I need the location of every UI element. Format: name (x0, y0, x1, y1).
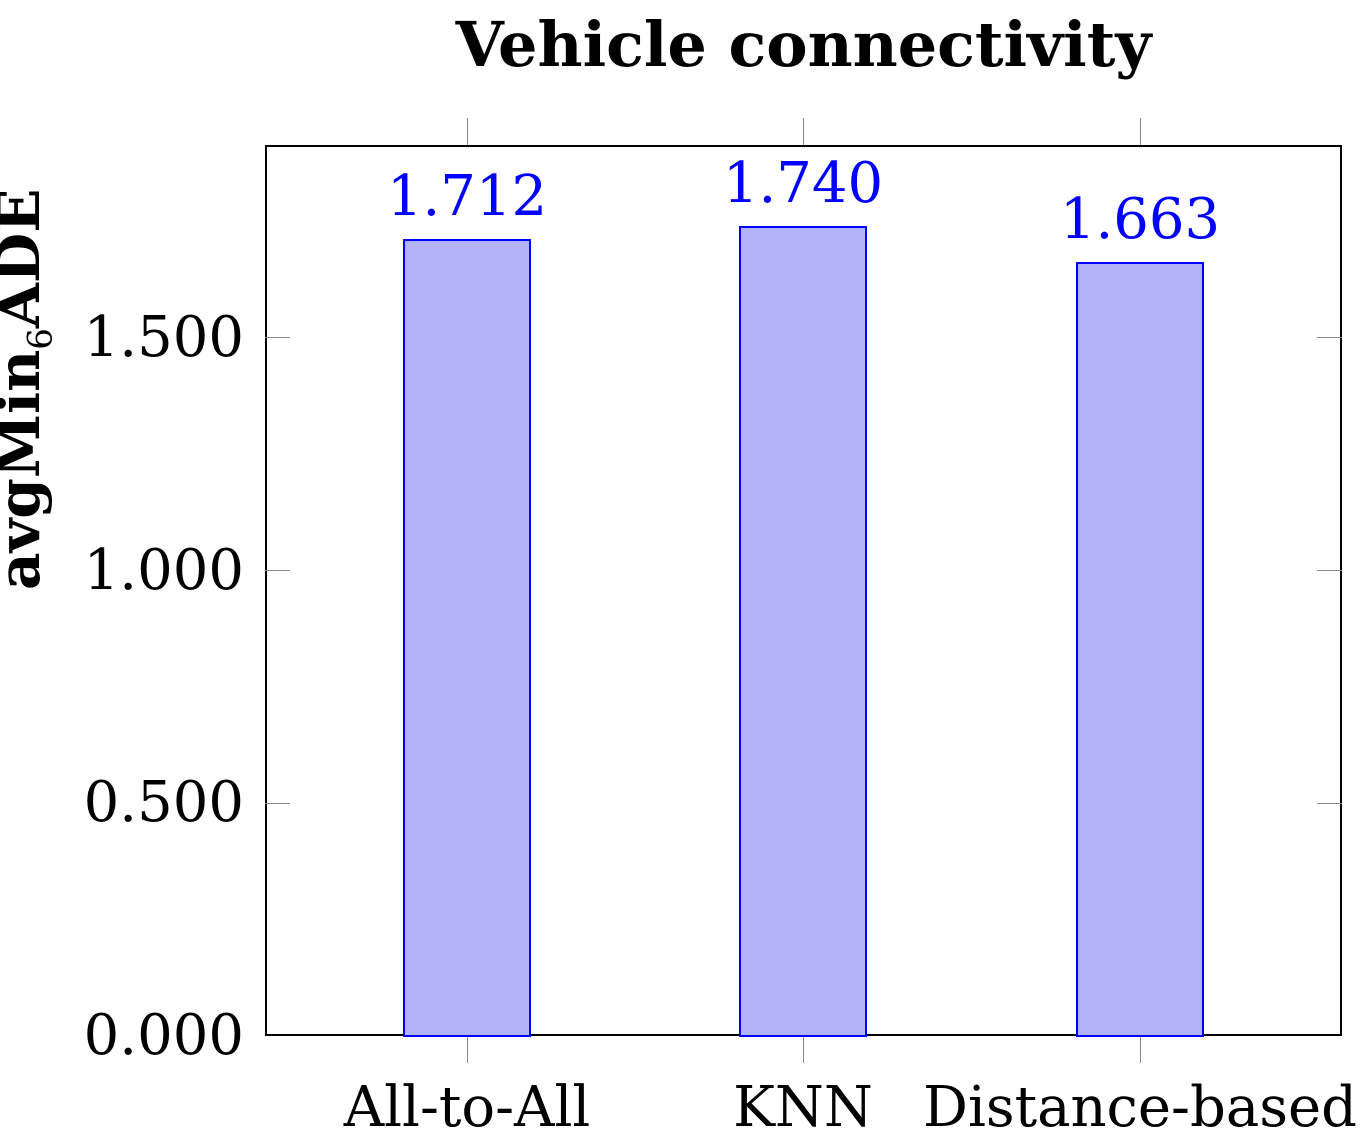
x-tick-top (466, 118, 468, 145)
y-tick-right (1317, 802, 1342, 804)
bar-value-label: 1.712 (386, 164, 548, 230)
y-tick-right (1317, 337, 1342, 339)
bar-value-label: 1.663 (1059, 186, 1221, 252)
x-tick-label: KNN (733, 1075, 873, 1140)
y-tick-left (265, 570, 290, 571)
y-tick-label: 0.000 (83, 1003, 244, 1068)
x-tick-bottom (1139, 1036, 1141, 1063)
y-tick-label: 0.500 (83, 770, 244, 836)
bar (739, 226, 867, 1037)
y-tick-left (265, 802, 290, 804)
x-tick-bottom (466, 1036, 468, 1063)
y-axis-label: avgMin6ADE (0, 188, 61, 590)
bar (1076, 261, 1204, 1037)
bar-value-label: 1.740 (722, 151, 884, 217)
y-tick-label: 1.000 (83, 537, 244, 603)
x-tick-top (1139, 118, 1141, 145)
y-tick-label: 1.500 (83, 304, 244, 370)
y-tick-right (1317, 570, 1342, 571)
x-tick-label: All-to-All (343, 1075, 591, 1140)
x-tick-bottom (802, 1036, 804, 1063)
y-tick-left (265, 337, 290, 339)
x-tick-top (802, 118, 804, 145)
x-tick-label: Distance-based (923, 1075, 1357, 1140)
chart-title: Vehicle connectivity (455, 8, 1152, 81)
bar (403, 239, 531, 1037)
